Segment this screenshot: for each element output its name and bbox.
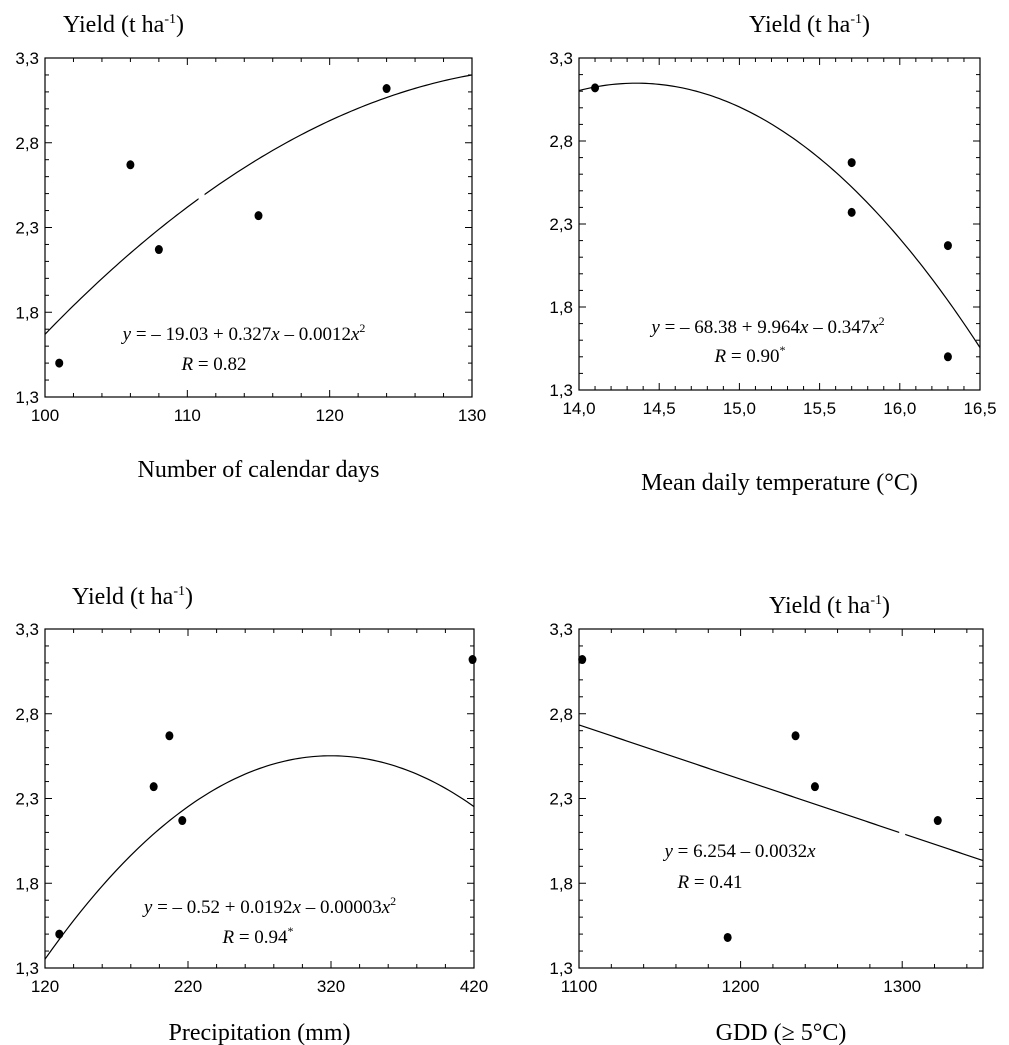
data-point: [943, 352, 952, 362]
y-tick-label: 2,8: [549, 705, 573, 724]
data-point: [847, 158, 856, 168]
curve-gap: [899, 829, 906, 838]
regression-equation: y = – 0.52 + 0.0192x – 0.00003x2: [142, 894, 396, 918]
x-tick-label: 320: [317, 977, 345, 996]
data-point: [149, 782, 158, 792]
x-tick-label: 1200: [722, 977, 760, 996]
data-point: [55, 929, 64, 939]
x-tick-label: 16,0: [883, 399, 916, 418]
y-tick-label: 2,3: [549, 215, 573, 234]
data-point: [943, 241, 952, 251]
regression-equation: y = – 68.38 + 9.964x – 0.347x2: [649, 314, 884, 338]
chart-panel-1: 1,3 1,8 2,3 2,8 3,3 100 110 120 130 Yield (t ha-1…: [15, 12, 486, 483]
y-axis-label: Yield (t ha-1): [769, 593, 890, 619]
x-tick-label: 120: [31, 977, 59, 996]
y-tick-label: 3,3: [15, 620, 39, 639]
data-point: [468, 655, 477, 665]
fit-curve: [578, 724, 984, 862]
y-tick-label: 2,8: [15, 705, 39, 724]
curve-gap: [198, 192, 205, 201]
x-tick-label: 1100: [561, 977, 598, 996]
x-axis-label: GDD (≥ 5°C): [716, 1020, 847, 1045]
y-axis-label: Yield (t ha-1): [63, 12, 184, 38]
y-tick-label: 2,8: [15, 134, 39, 153]
plot-frame: [44, 57, 473, 398]
correlation-coefficient: R = 0.41: [676, 872, 742, 893]
data-point: [578, 655, 587, 665]
x-tick-label: 120: [315, 406, 343, 425]
plot-frame: [578, 628, 984, 969]
x-axis-label: Number of calendar days: [138, 457, 380, 483]
data-point: [126, 160, 135, 170]
regression-equation: y = 6.254 – 0.0032x: [662, 841, 816, 862]
data-point: [591, 83, 600, 93]
x-tick-label: 100: [31, 406, 59, 425]
y-tick-label: 1,8: [15, 303, 39, 322]
y-tick-label: 2,3: [15, 219, 39, 238]
fit-curve: [44, 74, 473, 335]
chart-panel-3: 1,3 1,8 2,3 2,8 3,3 120 220 320 420 Yield (t ha-1…: [15, 584, 488, 1045]
data-point: [382, 84, 391, 94]
correlation-coefficient: R = 0.82: [180, 354, 246, 375]
x-tick-label: 220: [174, 977, 202, 996]
y-tick-label: 2,3: [15, 790, 39, 809]
data-point: [847, 207, 856, 217]
y-axis-label: Yield (t ha-1): [749, 12, 870, 38]
fit-curve: [578, 82, 981, 348]
chart-panel-4: 1,3 1,8 2,3 2,8 3,3 1100 1200 1300 Yield (t ha-1…: [549, 593, 984, 1045]
x-tick-label: 15,0: [723, 399, 756, 418]
data-point: [933, 816, 942, 826]
y-tick-label: 1,8: [549, 874, 573, 893]
data-point: [178, 816, 187, 826]
x-axis-label: Precipitation (mm): [169, 1020, 351, 1045]
correlation-coefficient: R = 0.94*: [221, 924, 293, 948]
x-tick-label: 16,5: [963, 399, 996, 418]
x-tick-label: 420: [460, 977, 488, 996]
x-tick-label: 14,0: [562, 399, 595, 418]
x-tick-label: 15,5: [803, 399, 836, 418]
x-tick-label: 130: [458, 406, 486, 425]
data-point: [723, 932, 732, 942]
y-tick-label: 2,8: [549, 132, 573, 151]
x-tick-label: 1300: [883, 977, 921, 996]
y-tick-label: 1,3: [549, 959, 573, 978]
y-axis-label: Yield (t ha-1): [72, 584, 193, 610]
x-tick-label: 110: [174, 406, 201, 425]
x-axis-label: Mean daily temperature (°C): [641, 470, 918, 496]
chart-panel-2: 1,3 1,8 2,3 2,8 3,3 14,0 14,5 15,0 15,5 16,0 16,5 Y…: [549, 12, 996, 496]
y-tick-label: 1,8: [15, 874, 39, 893]
y-tick-label: 1,3: [15, 388, 39, 407]
y-tick-label: 1,3: [15, 959, 39, 978]
data-point: [791, 731, 800, 741]
data-point: [810, 782, 819, 792]
y-tick-label: 1,3: [549, 381, 573, 400]
y-tick-label: 2,3: [549, 790, 573, 809]
y-tick-label: 1,8: [549, 298, 573, 317]
correlation-coefficient: R = 0.90*: [713, 343, 785, 367]
y-tick-label: 3,3: [549, 620, 573, 639]
x-tick-label: 14,5: [643, 399, 676, 418]
data-point: [165, 731, 174, 741]
y-tick-label: 3,3: [549, 49, 573, 68]
data-point: [55, 358, 64, 368]
regression-equation: y = – 19.03 + 0.327x – 0.0012x2: [121, 321, 366, 345]
fit-curve: [44, 755, 475, 960]
data-point: [154, 245, 163, 255]
y-tick-label: 3,3: [15, 49, 39, 68]
data-point: [254, 211, 263, 221]
plot-frame: [578, 57, 981, 391]
